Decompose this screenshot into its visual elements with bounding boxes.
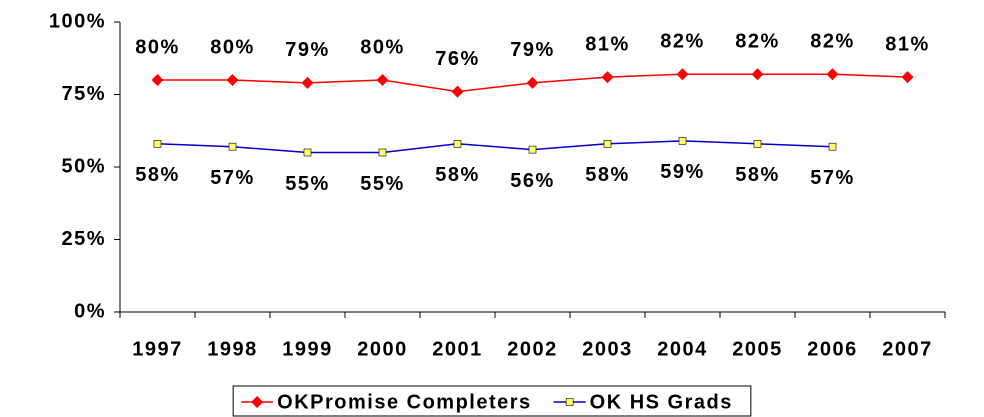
data-label: 82% [810, 30, 855, 52]
data-label: 55% [360, 173, 405, 195]
legend-marker [565, 398, 574, 406]
data-point [901, 71, 914, 84]
y-tick-label: 0% [74, 300, 106, 322]
legend-marker [251, 396, 264, 408]
x-tick-label: 2006 [807, 338, 858, 360]
x-tick-label: 2000 [357, 338, 408, 360]
legend: OKPromise Completers OK HS Grads [232, 385, 752, 417]
data-point [826, 68, 839, 81]
data-point [528, 145, 537, 154]
data-point [453, 140, 462, 148]
data-label: 57% [210, 167, 255, 189]
data-label: 58% [585, 164, 630, 186]
x-tick-label: 2004 [657, 338, 708, 360]
data-point [678, 137, 687, 145]
data-label: 82% [660, 30, 705, 52]
data-point [151, 74, 164, 86]
data-point [753, 140, 762, 148]
series-line [157, 140, 833, 154]
data-point [228, 142, 237, 151]
data-label: 82% [735, 30, 780, 52]
data-label: 57% [810, 167, 855, 189]
data-point [751, 68, 764, 81]
legend-label: OK HS Grads [590, 391, 733, 413]
y-tick-label: 100% [49, 10, 106, 32]
x-tick-label: 1998 [207, 338, 258, 360]
data-label: 56% [510, 170, 555, 192]
x-tick-label: 1997 [132, 338, 183, 360]
y-tick-label: 25% [61, 228, 106, 250]
data-point [378, 148, 387, 157]
data-label: 80% [135, 36, 180, 58]
data-label: 55% [285, 173, 330, 195]
legend-label: OKPromise Completers [277, 391, 532, 413]
x-tick-label: 1999 [282, 338, 333, 360]
data-label: 58% [135, 164, 180, 186]
data-label: 81% [885, 33, 930, 55]
data-label: 76% [435, 48, 480, 70]
x-tick-label: 2007 [882, 338, 933, 360]
data-point [451, 85, 464, 98]
data-point [226, 74, 239, 86]
x-tick-label: 2005 [732, 338, 783, 360]
data-point [526, 76, 539, 89]
data-label: 79% [510, 39, 555, 61]
data-point [603, 140, 612, 148]
x-tick-label: 2002 [507, 338, 558, 360]
data-point [676, 68, 689, 81]
data-point [828, 142, 837, 151]
data-point [376, 74, 389, 86]
data-label: 59% [660, 161, 705, 183]
data-point [303, 148, 312, 157]
data-label: 81% [585, 33, 630, 55]
legend-box [232, 385, 752, 417]
x-tick-label: 2001 [432, 338, 483, 360]
data-point [601, 71, 614, 84]
y-tick-label: 75% [61, 83, 106, 105]
data-label: 80% [360, 36, 405, 58]
data-point [301, 76, 314, 89]
data-label: 58% [435, 164, 480, 186]
data-label: 58% [735, 164, 780, 186]
x-tick-label: 2003 [582, 338, 633, 360]
data-label: 80% [210, 36, 255, 58]
data-label: 79% [285, 39, 330, 61]
data-point [153, 140, 162, 148]
y-tick-label: 50% [61, 155, 106, 177]
